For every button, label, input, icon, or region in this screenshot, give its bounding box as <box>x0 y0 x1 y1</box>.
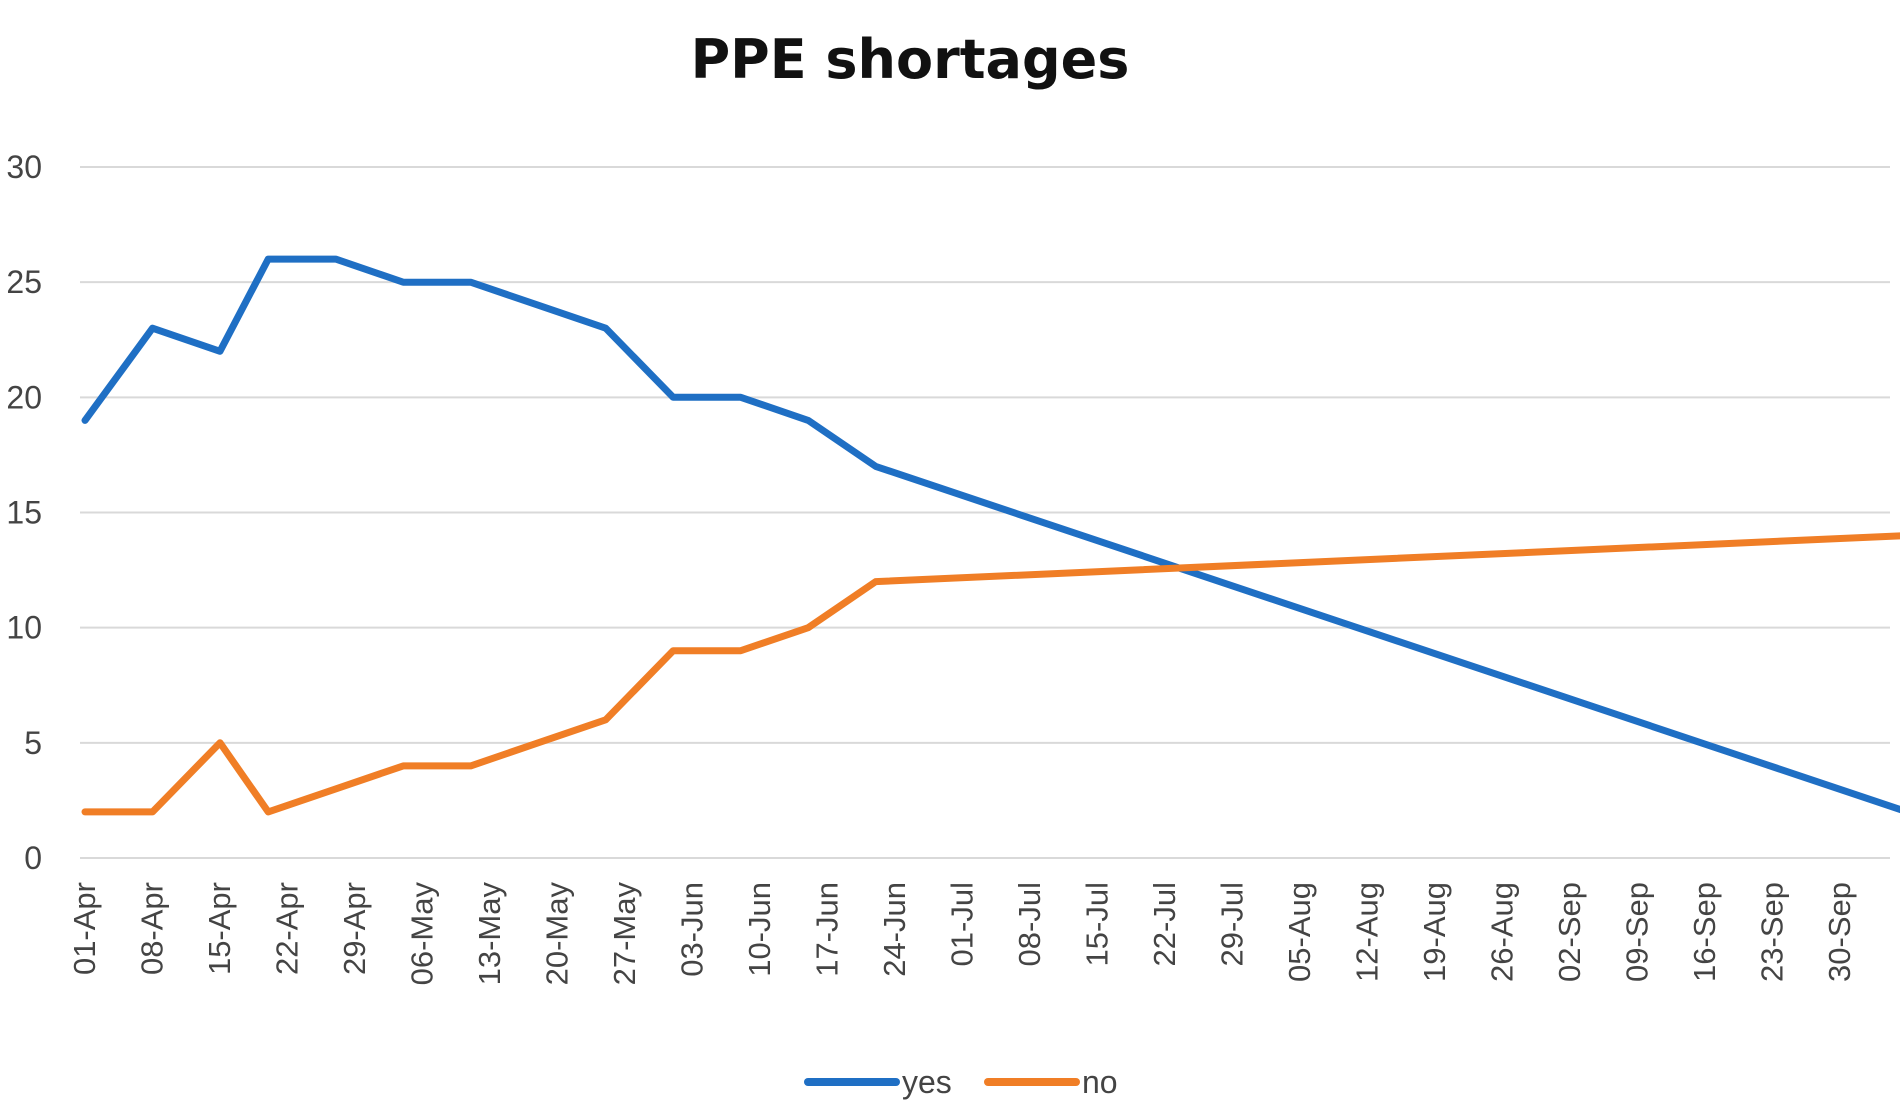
x-tick-label: 16-Sep <box>1687 882 1722 982</box>
x-tick-label: 29-Apr <box>337 882 372 975</box>
y-axis-ticks: 0 5 10 15 20 25 30 <box>6 149 42 876</box>
x-tick-label: 01-Jul <box>945 882 980 966</box>
legend-label-no: no <box>1082 1064 1118 1100</box>
x-tick-label: 15-Jul <box>1080 882 1115 966</box>
y-tick-label: 10 <box>6 610 42 646</box>
y-tick-label: 0 <box>24 840 42 876</box>
x-tick-label: 30-Sep <box>1822 882 1857 982</box>
x-tick-label: 08-Jul <box>1012 882 1047 966</box>
x-tick-label: 27-May <box>607 882 642 986</box>
x-tick-label: 22-Jul <box>1147 882 1182 966</box>
y-tick-label: 15 <box>6 495 42 531</box>
y-tick-label: 25 <box>6 264 42 300</box>
x-tick-label: 20-May <box>540 882 575 986</box>
y-tick-label: 5 <box>24 725 42 761</box>
x-tick-label: 01-Apr <box>67 882 102 975</box>
x-tick-label: 06-May <box>405 882 440 986</box>
y-tick-label: 30 <box>6 149 42 185</box>
legend-label-yes: yes <box>902 1064 952 1100</box>
x-tick-label: 15-Apr <box>202 882 237 975</box>
chart-title: PPE shortages <box>691 28 1130 91</box>
x-tick-label: 29-Jul <box>1215 882 1250 966</box>
series-lines <box>81 255 1900 816</box>
x-tick-label: 23-Sep <box>1755 882 1790 982</box>
y-tick-label: 20 <box>6 379 42 415</box>
series-line-no <box>81 532 1900 816</box>
x-tick-label: 12-Aug <box>1350 882 1385 982</box>
x-tick-label: 10-Jun <box>742 882 777 977</box>
gridlines <box>80 166 1890 859</box>
x-tick-label: 08-Apr <box>135 882 170 975</box>
x-tick-label: 22-Apr <box>270 882 305 975</box>
x-tick-label: 24-Jun <box>877 882 912 977</box>
x-tick-label: 17-Jun <box>810 882 845 977</box>
x-tick-label: 03-Jun <box>675 882 710 977</box>
x-axis-ticks: 01-Apr 08-Apr 15-Apr 22-Apr 29-Apr 06-May 13-M… <box>67 882 1857 986</box>
x-tick-label: 19-Aug <box>1417 882 1452 982</box>
series-line-yes <box>81 255 1900 814</box>
x-tick-label: 05-Aug <box>1282 882 1317 982</box>
legend: yes no <box>804 1064 1118 1100</box>
x-tick-label: 09-Sep <box>1620 882 1655 982</box>
x-tick-label: 02-Sep <box>1552 882 1587 982</box>
x-tick-label: 26-Aug <box>1485 882 1520 982</box>
x-tick-label: 13-May <box>472 882 507 986</box>
